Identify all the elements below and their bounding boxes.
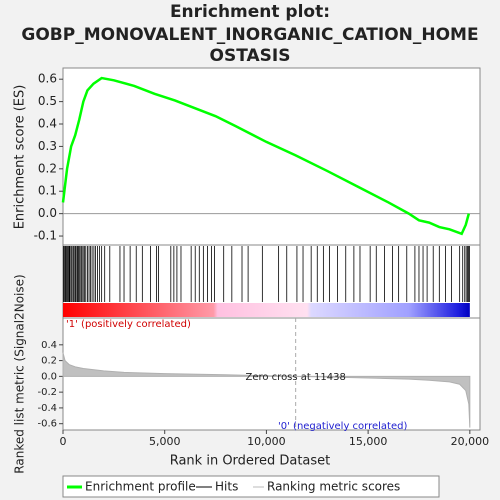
title-line: GOBP_MONOVALENT_INORGANIC_CATION_HOME [21, 25, 478, 45]
y-tick-label: 0.0 [38, 206, 57, 220]
y-tick-label: 0.5 [38, 94, 57, 108]
y-tick-label: -0.4 [37, 403, 57, 414]
y-axis-label: Ranked list metric (Signal2Noise) [13, 274, 27, 473]
annotation: Zero cross at 11438 [245, 372, 345, 383]
title-line: OSTASIS [210, 46, 291, 66]
x-tick-label: 10,000 [247, 435, 286, 448]
plot-area [62, 67, 481, 431]
y-tick-label: 0.2 [41, 356, 57, 367]
enrichment-curve [61, 76, 471, 236]
y-tick-label: -0.1 [34, 229, 57, 243]
ranking-metric [62, 352, 471, 428]
y-tick-label: 0.0 [41, 371, 57, 382]
x-tick-label: 15,000 [349, 435, 388, 448]
color-bar [63, 303, 470, 317]
y-axis-label: Enrichment score (ES) [13, 85, 28, 230]
title-line: Enrichment plot: [170, 2, 330, 22]
x-tick-label: 20,000 [451, 435, 490, 448]
legend-label: Ranking metric scores [267, 480, 400, 494]
x-tick-label: 5,000 [149, 435, 181, 448]
legend-box [62, 475, 440, 498]
legend-label: Enrichment profile [85, 480, 196, 494]
y-tick-label: 0.3 [38, 139, 57, 153]
y-tick-label: 0.4 [38, 117, 57, 131]
x-tick-label: 0 [60, 435, 67, 448]
y-tick-label: 0.6 [38, 72, 57, 86]
neg-label: '0' (negatively correlated) [278, 421, 407, 432]
y-tick-label: -0.6 [37, 419, 57, 430]
y-tick-label: 0.1 [38, 184, 57, 198]
y-tick-label: 0.2 [38, 161, 57, 175]
x-axis-label: Rank in Ordered Dataset [170, 454, 331, 469]
legend-label: Hits [215, 480, 238, 494]
y-tick-label: -0.2 [37, 387, 57, 398]
y-tick-label: 0.4 [41, 340, 57, 351]
pos-label: '1' (positively correlated) [66, 319, 191, 330]
